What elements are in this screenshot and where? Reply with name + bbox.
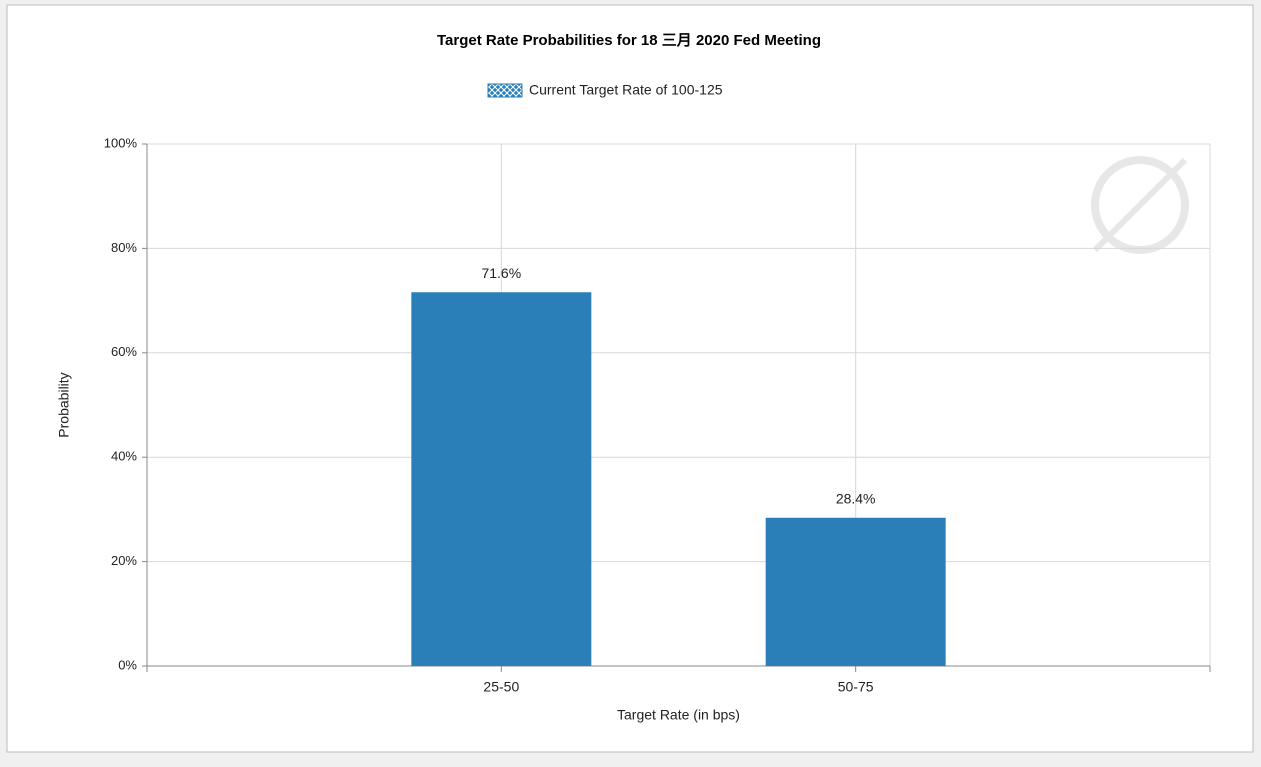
value-label: 28.4% (836, 490, 876, 506)
legend-swatch (487, 83, 523, 98)
y-tick-label: 0% (118, 657, 137, 672)
x-tick-label: 50-75 (838, 679, 874, 695)
watermark (1091, 156, 1189, 254)
x-tick-label: 25-50 (483, 679, 519, 695)
bar (411, 292, 592, 666)
legend-label: Current Target Rate of 100-125 (529, 82, 723, 98)
y-axis-label: Probability (56, 372, 72, 437)
chart-panel (6, 4, 1254, 753)
y-tick-label: 80% (111, 240, 137, 255)
value-label: 71.6% (481, 265, 521, 281)
x-axis-label: Target Rate (in bps) (617, 707, 740, 723)
y-tick-label: 20% (111, 553, 137, 568)
chart-title: Target Rate Probabilities for 18 三月 2020… (437, 32, 821, 49)
y-tick-label: 100% (104, 135, 138, 150)
y-tick-label: 40% (111, 449, 137, 464)
bar (765, 517, 946, 666)
y-tick-label: 60% (111, 344, 137, 359)
